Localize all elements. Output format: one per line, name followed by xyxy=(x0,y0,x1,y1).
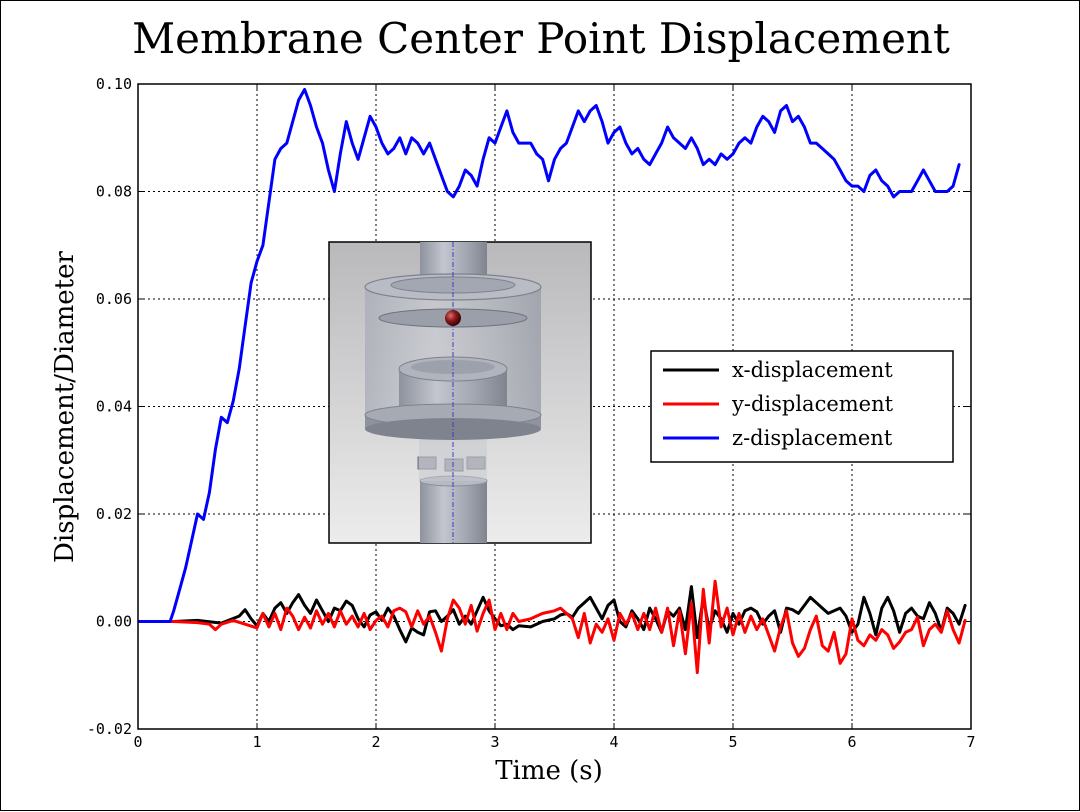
x-tick-label: 4 xyxy=(609,733,618,751)
x-tick-label: 0 xyxy=(133,733,142,751)
y-tick-label: 0.04 xyxy=(96,398,132,416)
legend-label-y-displacement: y-displacement xyxy=(731,392,894,416)
x-tick-label: 1 xyxy=(252,733,261,751)
series-line-z-displacement xyxy=(138,87,961,623)
plot-frame xyxy=(137,83,972,730)
y-tick-label: 0.08 xyxy=(96,183,132,201)
membrane-device-inset-image xyxy=(328,241,592,544)
series-lines xyxy=(138,87,967,675)
series-line-y-displacement xyxy=(138,579,967,675)
x-tick-label: 5 xyxy=(728,733,737,751)
x-tick-label: 6 xyxy=(847,733,856,751)
legend-label-z-displacement: z-displacement xyxy=(732,426,893,450)
y-tick-label: 0.06 xyxy=(96,290,132,308)
chart-title: Membrane Center Point Displacement xyxy=(132,14,950,63)
y-tick-label: 0.02 xyxy=(96,505,132,523)
y-axis-label: Displacement/Diameter xyxy=(50,250,80,562)
y-tick-label: 0.10 xyxy=(96,75,132,93)
x-tick-label: 2 xyxy=(371,733,380,751)
x-axis-label: Time (s) xyxy=(495,756,603,786)
y-tick-label: 0.00 xyxy=(96,613,132,631)
y-axis-ticks: -0.02 0.00 0.02 0.04 0.06 0.08 0.10 xyxy=(87,75,971,738)
legend-label-x-displacement: x-displacement xyxy=(732,358,893,382)
series-line-x-displacement xyxy=(138,585,967,644)
x-tick-label: 3 xyxy=(490,733,499,751)
legend: x-displacement y-displacement z-displaceme… xyxy=(650,350,954,463)
x-tick-label: 7 xyxy=(966,733,975,751)
y-tick-label: -0.02 xyxy=(87,720,132,738)
